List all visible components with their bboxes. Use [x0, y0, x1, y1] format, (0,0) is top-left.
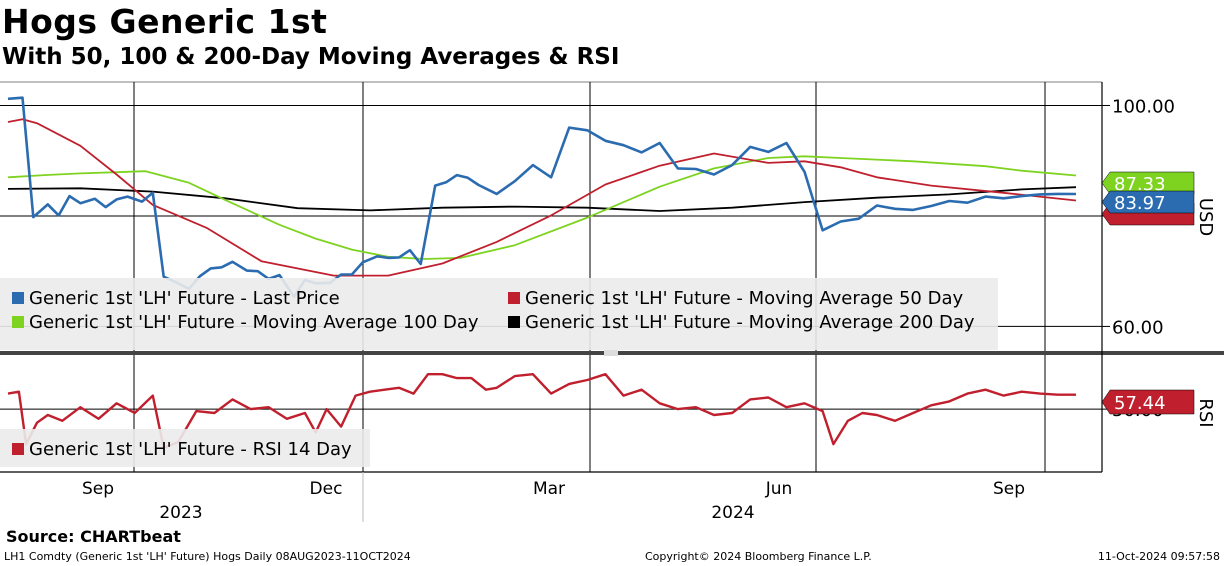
- x-month-label: Dec: [310, 479, 343, 499]
- price-axis-title: USD: [1195, 198, 1216, 236]
- legend-swatch: [12, 316, 24, 328]
- legend-swatch: [508, 316, 520, 328]
- legend-swatch: [508, 292, 520, 304]
- rsi-value-tag: 57.44: [1101, 389, 1195, 415]
- legend-label: Generic 1st 'LH' Future - Moving Average…: [525, 312, 975, 333]
- x-month-label: Jun: [765, 479, 793, 499]
- x-month-label: Sep: [82, 479, 114, 499]
- price-line: [7, 96, 1077, 298]
- footer-security: LH1 Comdty (Generic 1st 'LH' Future) Hog…: [4, 550, 411, 563]
- legend-label: Generic 1st 'LH' Future - Moving Average…: [525, 288, 963, 309]
- legend-label: Generic 1st 'LH' Future - Moving Average…: [29, 312, 479, 333]
- ma200-line: [7, 186, 1077, 212]
- ma100-value-tag: 87.33: [1101, 171, 1195, 195]
- rsi-legend-label: Generic 1st 'LH' Future - RSI 14 Day: [29, 439, 352, 460]
- source-note: Source: CHARTbeat: [6, 527, 181, 546]
- rsi-axis-title: RSI: [1195, 398, 1216, 427]
- chart-subtitle: With 50, 100 & 200-Day Moving Averages &…: [2, 44, 620, 70]
- ma100-line: [7, 155, 1077, 260]
- footer-timestamp: 11-Oct-2024 09:57:58: [1097, 550, 1220, 563]
- x-month-label: Sep: [993, 479, 1025, 499]
- price-ytick-label: 60.00: [1112, 317, 1164, 338]
- x-month-label: Mar: [533, 479, 565, 499]
- chart-title: Hogs Generic 1st: [2, 2, 328, 41]
- ma50-line: [7, 118, 1077, 277]
- x-year-label: 2024: [711, 503, 754, 523]
- legend-label: Generic 1st 'LH' Future - Last Price: [29, 288, 340, 309]
- rsi-value-tag-text: 57.44: [1114, 393, 1166, 414]
- x-year-label: 2023: [159, 503, 202, 523]
- price-ytick-label: 100.00: [1112, 96, 1175, 117]
- rsi-legend-box: [0, 429, 370, 467]
- panel-divider-handle: [604, 350, 618, 356]
- rsi-legend-swatch: [12, 443, 24, 455]
- price-value-tag: 83.97: [1101, 190, 1195, 214]
- legend-swatch: [12, 292, 24, 304]
- ma100-value-tag-text: 87.33: [1114, 174, 1166, 195]
- footer-copyright: Copyright© 2024 Bloomberg Finance L.P.: [645, 550, 872, 563]
- price-value-tag-text: 83.97: [1114, 193, 1166, 214]
- price-legend-box: [0, 278, 998, 350]
